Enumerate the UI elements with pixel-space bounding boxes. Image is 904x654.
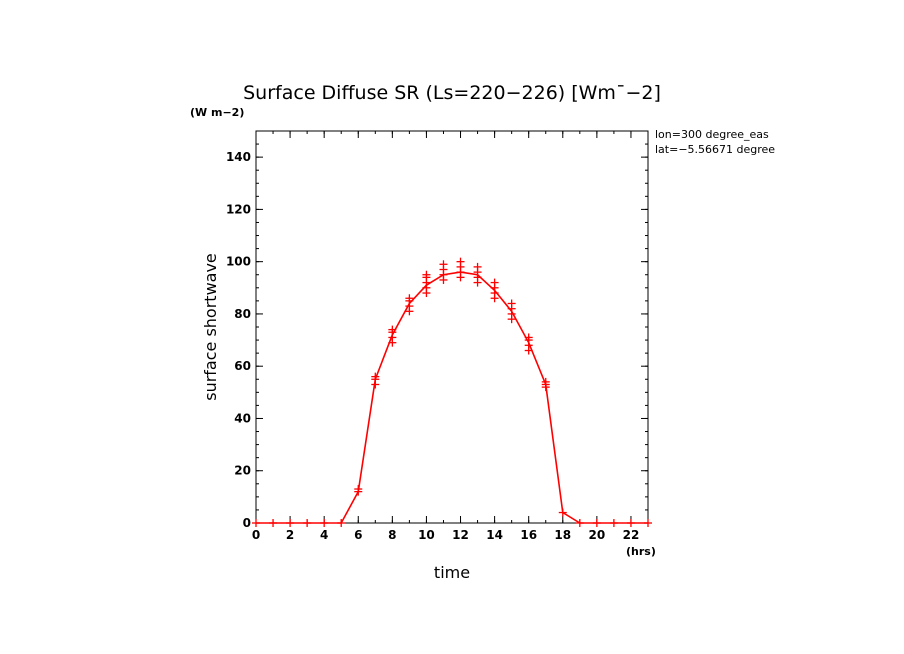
y-tick-label: 140	[226, 150, 251, 164]
data-marks	[252, 257, 652, 527]
data-point	[507, 299, 516, 308]
data-point	[644, 519, 652, 527]
x-tick-label: 2	[286, 528, 294, 542]
data-point	[269, 519, 278, 527]
data-point	[524, 333, 533, 342]
data-point	[490, 278, 499, 287]
data-point	[473, 262, 482, 271]
y-units-label: (W m−2)	[190, 106, 244, 119]
y-tick-label: 80	[234, 307, 251, 321]
data-point	[541, 377, 550, 386]
data-point	[422, 270, 431, 279]
data-point	[405, 294, 414, 303]
x-tick-label: 8	[388, 528, 396, 542]
data-point	[286, 519, 295, 527]
series-line	[256, 271, 648, 524]
x-tick-label: 4	[320, 528, 328, 542]
data-point	[252, 519, 260, 527]
data-point	[337, 519, 346, 527]
x-tick-label: 12	[452, 528, 469, 542]
data-point	[456, 257, 465, 266]
y-tick-label: 0	[243, 516, 251, 530]
x-tick-label: 20	[589, 528, 606, 542]
x-tick-label: 10	[418, 528, 435, 542]
data-point	[592, 519, 601, 527]
y-tick-label: 40	[234, 411, 251, 425]
chart-title: Surface Diffuse SR (Ls=220−226) [Wm¯−2]	[243, 82, 661, 104]
annotation-lon: lon=300 degree_eas	[655, 128, 769, 141]
data-point	[320, 519, 329, 527]
axes: 0 2 4 6 8 10 12 14 16 18 20 22 0 20 40 60 80 100 120 140	[226, 130, 649, 542]
y-tick-label: 120	[226, 202, 251, 216]
annotation-lat: lat=−5.56671 degree	[655, 143, 775, 156]
x-tick-label: 16	[520, 528, 537, 542]
data-point	[439, 260, 448, 269]
data-point	[609, 519, 618, 527]
x-axis-label: time	[434, 563, 470, 582]
x-tick-label: 14	[486, 528, 503, 542]
x-tick-label: 0	[252, 528, 260, 542]
y-tick-label: 20	[234, 464, 251, 478]
x-tick-label: 18	[554, 528, 571, 542]
data-point	[388, 325, 397, 334]
data-point	[558, 508, 567, 517]
data-point	[371, 372, 380, 381]
data-point	[354, 485, 363, 494]
y-tick-label: 100	[226, 255, 251, 269]
data-point	[303, 519, 312, 527]
data-point	[575, 519, 584, 527]
x-units-label: (hrs)	[626, 545, 656, 558]
x-tick-label: 6	[354, 528, 362, 542]
x-tick-label: 22	[623, 528, 640, 542]
y-axis-label: surface shortwave	[201, 253, 220, 401]
data-point	[626, 519, 635, 527]
plot-frame	[255, 130, 649, 524]
y-tick-label: 60	[234, 359, 251, 373]
